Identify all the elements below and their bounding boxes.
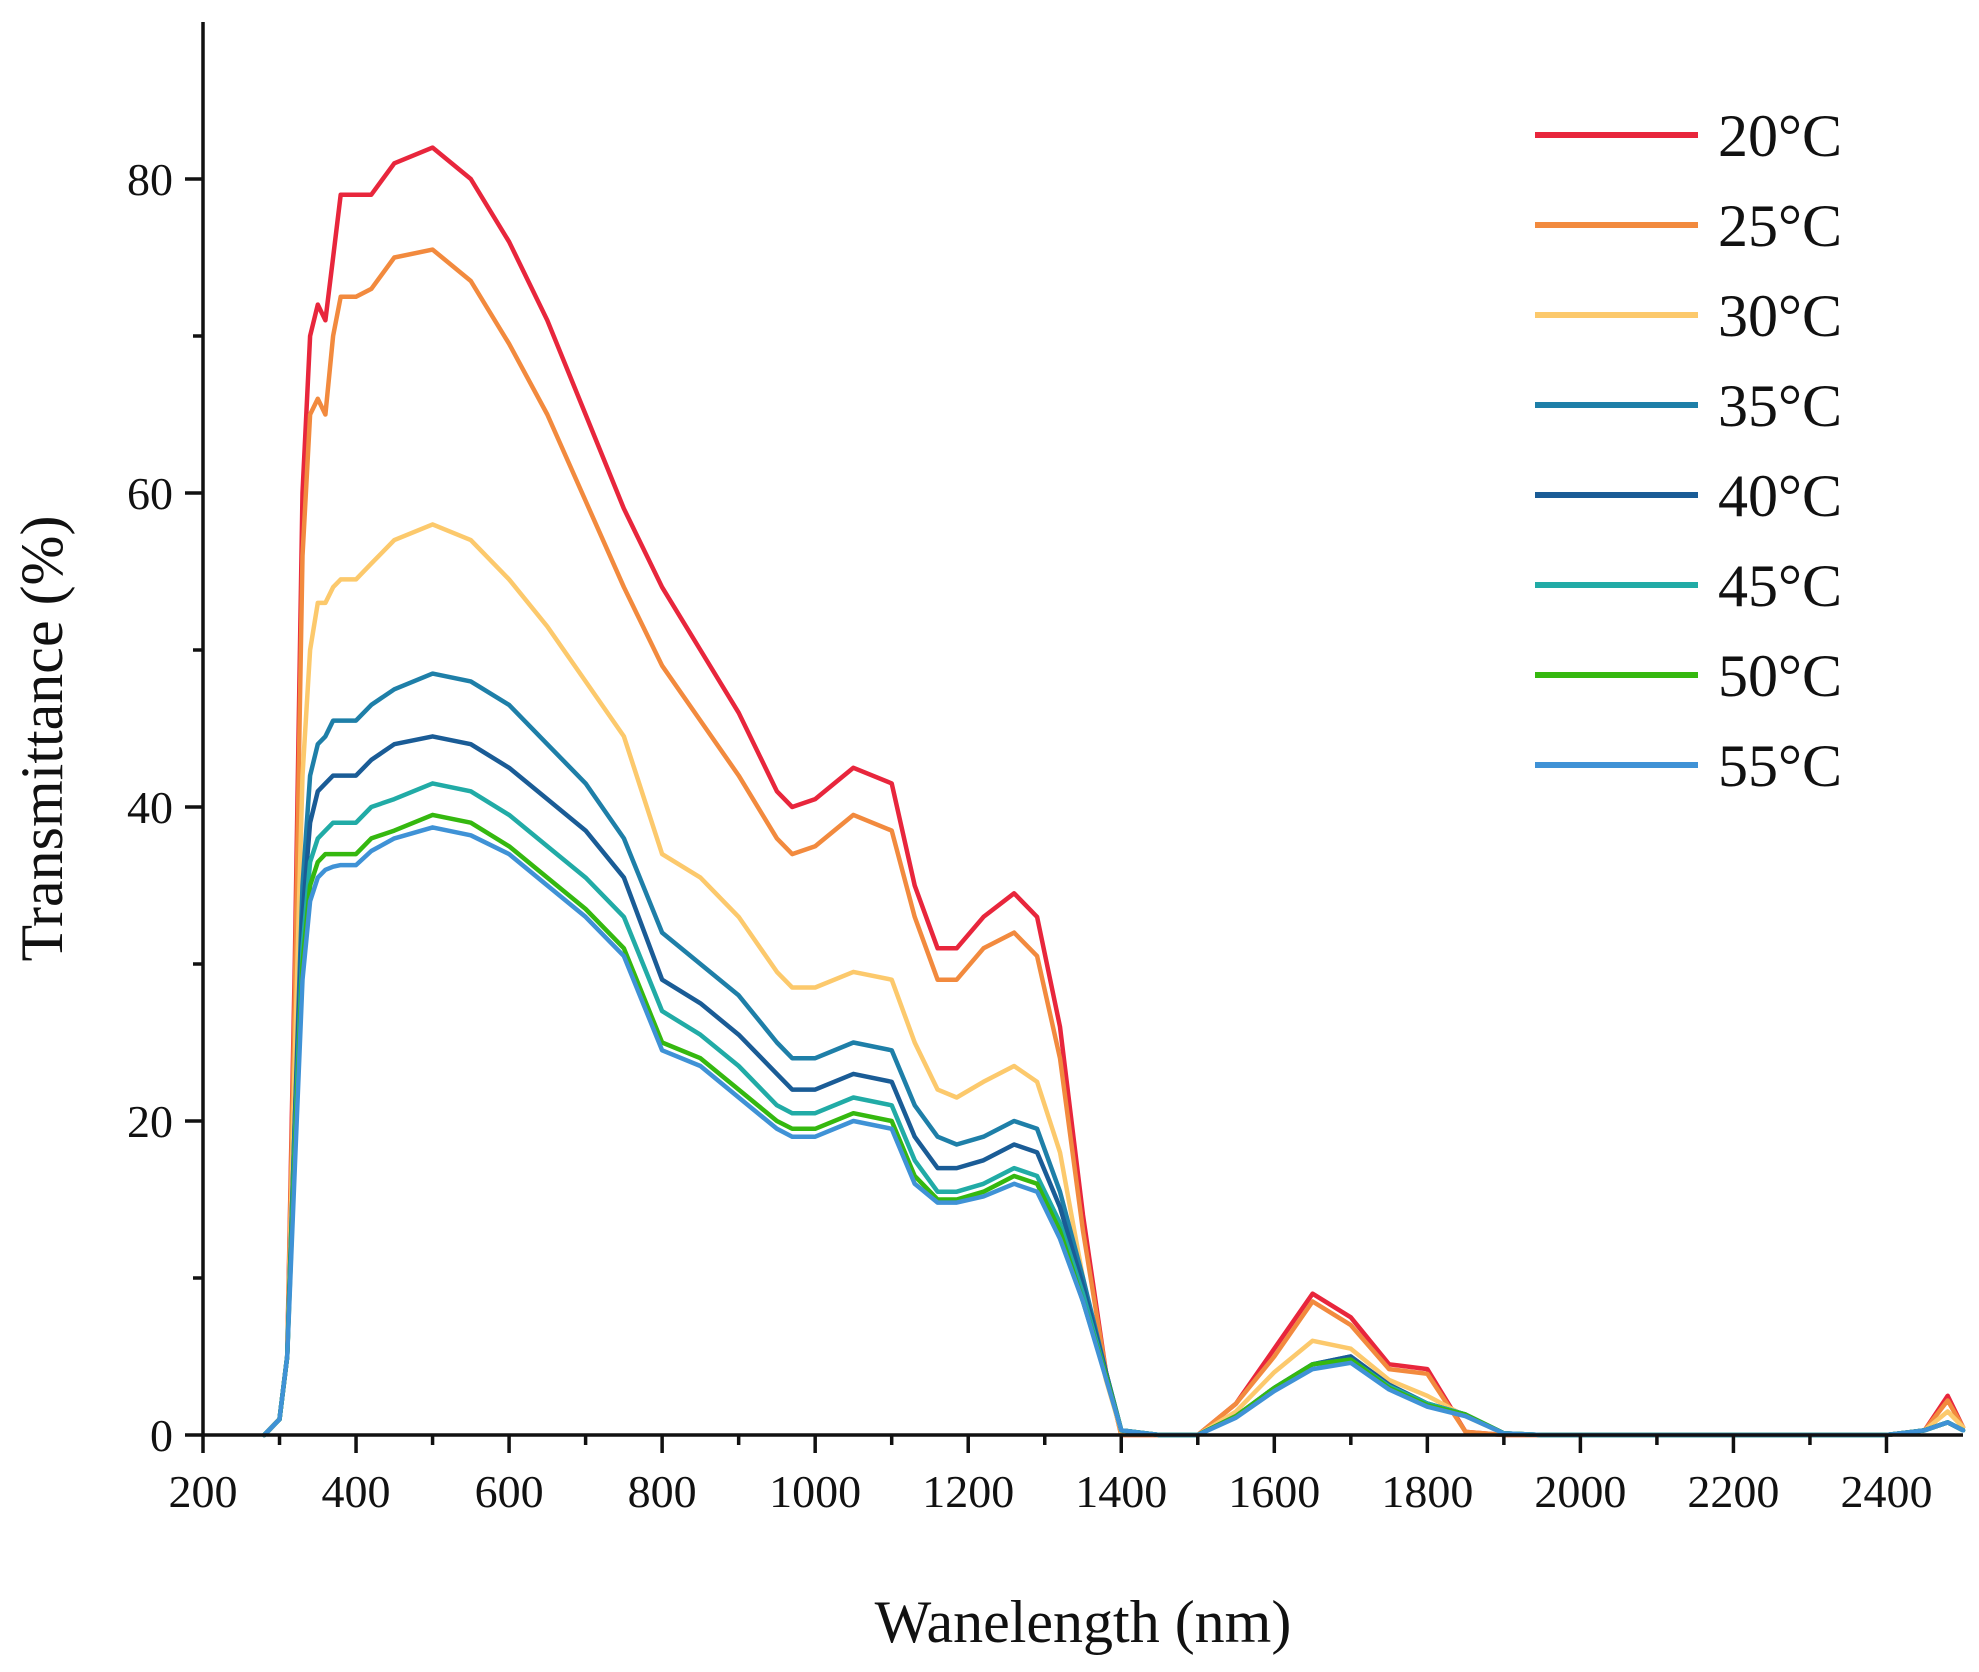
series-line-20c xyxy=(261,145,1966,1438)
x-tick-label: 1800 xyxy=(1381,1466,1473,1517)
x-tick-label: 2200 xyxy=(1687,1466,1779,1517)
series-line-30c xyxy=(261,522,1966,1438)
series-line-55c xyxy=(261,825,1966,1438)
series-line-40c xyxy=(261,734,1966,1438)
x-tick-label: 1600 xyxy=(1228,1466,1320,1517)
x-tick-label: 200 xyxy=(169,1466,238,1517)
legend-label: 35°C xyxy=(1718,373,1842,439)
x-tick-label: 600 xyxy=(475,1466,544,1517)
legend-label: 25°C xyxy=(1718,193,1842,259)
y-tick-label: 80 xyxy=(127,154,173,205)
series-line-25c xyxy=(261,247,1966,1438)
x-tick-label: 400 xyxy=(322,1466,391,1517)
axes: 200 400 600 800 1000 1200 1400 1600 1800 2000 2200… xyxy=(127,22,1963,1517)
x-tick-label: 2400 xyxy=(1840,1466,1932,1517)
x-tick-label: 1400 xyxy=(1075,1466,1167,1517)
legend-label: 40°C xyxy=(1718,463,1842,529)
legend-label: 45°C xyxy=(1718,553,1842,619)
y-tick-label: 20 xyxy=(127,1096,173,1147)
legend: 20°C 25°C 30°C 35°C 40°C 45°C 50°C 55°C xyxy=(1535,103,1842,799)
x-tick-label: 1000 xyxy=(769,1466,861,1517)
y-axis-title: Transmittance (%) xyxy=(9,515,75,961)
series-layer xyxy=(261,145,1966,1438)
series-line-50c xyxy=(261,812,1966,1438)
legend-label: 50°C xyxy=(1718,643,1842,709)
x-axis-title: Wanelength (nm) xyxy=(875,1589,1292,1655)
x-tick-label: 2000 xyxy=(1534,1466,1626,1517)
y-tick-label: 60 xyxy=(127,468,173,519)
x-tick-label: 800 xyxy=(628,1466,697,1517)
legend-label: 55°C xyxy=(1718,733,1842,799)
series-line-35c xyxy=(261,671,1966,1438)
y-tick-label: 0 xyxy=(150,1410,173,1461)
series-line-45c xyxy=(261,781,1966,1438)
y-tick-label: 40 xyxy=(127,782,173,833)
legend-label: 20°C xyxy=(1718,103,1842,169)
legend-label: 30°C xyxy=(1718,283,1842,349)
x-tick-label: 1200 xyxy=(922,1466,1014,1517)
